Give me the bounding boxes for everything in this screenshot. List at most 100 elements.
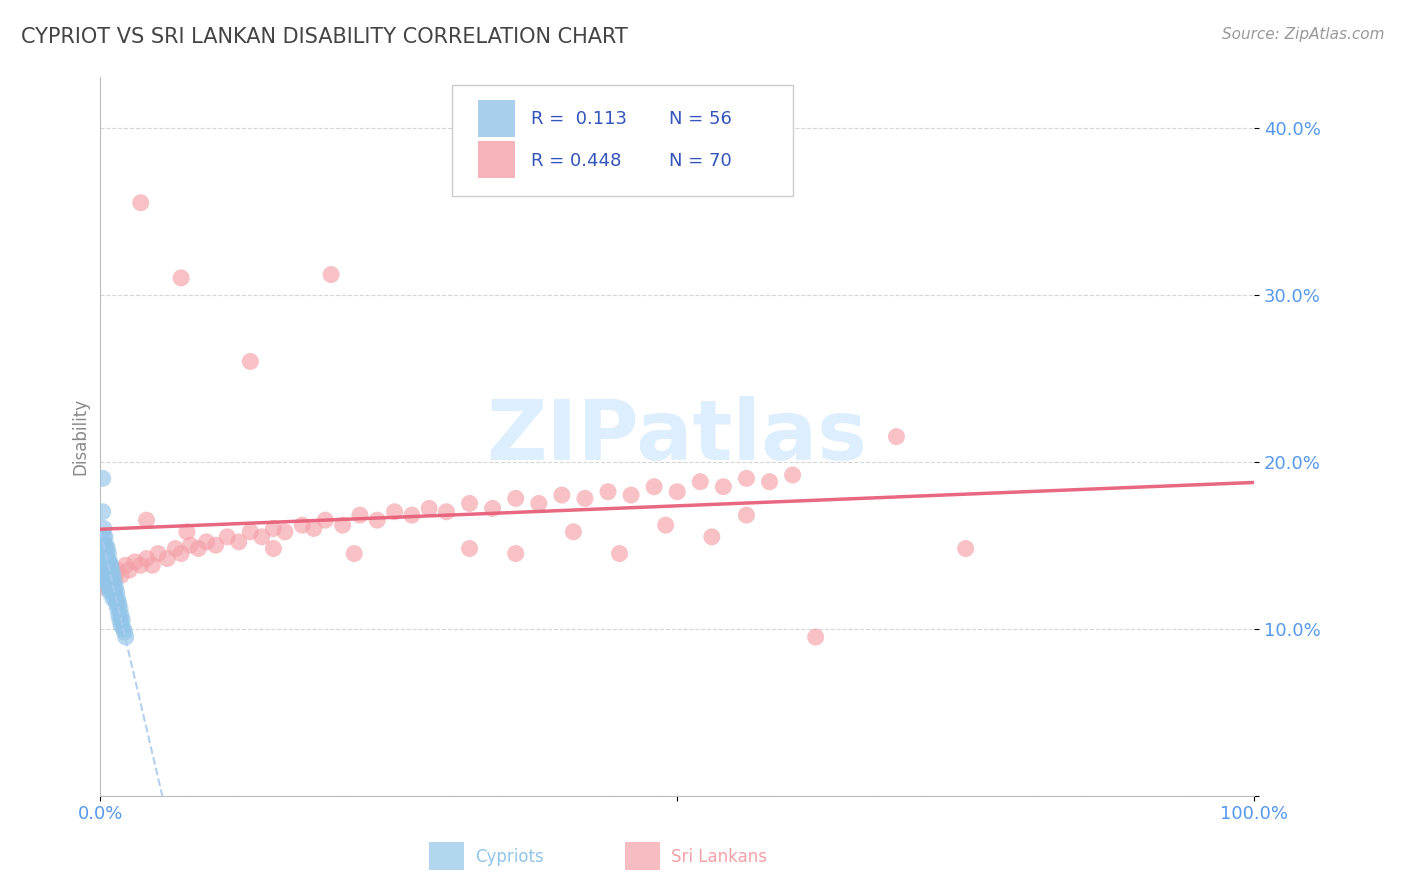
Point: [101, 563, 124, 577]
Point: [110, 618, 132, 632]
Point: [302, 521, 325, 535]
Point: [458, 496, 481, 510]
Point: [94, 547, 117, 561]
Point: [110, 608, 132, 623]
Point: [187, 541, 209, 556]
Point: [91, 547, 114, 561]
Point: [98, 574, 121, 589]
Text: Source: ZipAtlas.com: Source: ZipAtlas.com: [1222, 27, 1385, 42]
Point: [93, 572, 115, 586]
Point: [141, 558, 163, 573]
Point: [804, 630, 827, 644]
Bar: [429, 842, 464, 870]
Point: [332, 518, 354, 533]
Point: [505, 547, 527, 561]
Point: [94, 551, 117, 566]
Point: [527, 496, 550, 510]
Point: [758, 475, 780, 489]
Point: [93, 521, 115, 535]
Point: [228, 534, 250, 549]
Point: [643, 480, 665, 494]
Point: [735, 508, 758, 522]
Point: [204, 538, 226, 552]
Point: [105, 585, 128, 599]
Point: [94, 541, 117, 556]
Point: [97, 572, 120, 586]
Point: [176, 524, 198, 539]
Point: [596, 484, 619, 499]
Point: [100, 558, 122, 573]
Point: [562, 524, 585, 539]
Point: [93, 580, 115, 594]
Text: N = 56: N = 56: [669, 110, 733, 128]
Point: [711, 480, 734, 494]
Point: [96, 574, 118, 589]
Point: [104, 580, 127, 594]
Point: [100, 568, 122, 582]
Point: [314, 513, 336, 527]
Text: CYPRIOT VS SRI LANKAN DISABILITY CORRELATION CHART: CYPRIOT VS SRI LANKAN DISABILITY CORRELA…: [21, 27, 628, 46]
Point: [97, 555, 120, 569]
Point: [98, 555, 121, 569]
Point: [195, 534, 218, 549]
Point: [654, 518, 676, 533]
Point: [401, 508, 423, 522]
Point: [574, 491, 596, 506]
Text: R = 0.448: R = 0.448: [530, 153, 621, 170]
Point: [114, 558, 136, 573]
Point: [146, 547, 169, 561]
Point: [97, 547, 120, 561]
Point: [94, 563, 117, 577]
Point: [620, 488, 643, 502]
Point: [551, 488, 574, 502]
Point: [129, 558, 152, 573]
Point: [239, 354, 262, 368]
Point: [101, 568, 124, 582]
Point: [101, 568, 124, 582]
Point: [114, 630, 136, 644]
Point: [94, 530, 117, 544]
Point: [101, 585, 124, 599]
Point: [111, 613, 134, 627]
Point: [94, 563, 117, 577]
Point: [124, 555, 146, 569]
Text: N = 70: N = 70: [669, 153, 733, 170]
Point: [955, 541, 977, 556]
Point: [101, 591, 124, 606]
Point: [118, 563, 141, 577]
Point: [262, 541, 284, 556]
Point: [165, 541, 187, 556]
Point: [98, 585, 121, 599]
Point: [97, 580, 120, 594]
Point: [156, 551, 179, 566]
Point: [384, 505, 406, 519]
Point: [96, 561, 118, 575]
FancyBboxPatch shape: [453, 85, 793, 196]
Point: [96, 551, 118, 566]
Point: [107, 601, 129, 615]
Point: [96, 541, 118, 556]
Point: [94, 574, 117, 589]
Point: [505, 491, 527, 506]
Bar: [478, 141, 515, 178]
Point: [418, 501, 440, 516]
Point: [107, 563, 129, 577]
Point: [93, 538, 115, 552]
Point: [170, 271, 193, 285]
Point: [319, 268, 342, 282]
Point: [104, 591, 127, 606]
Point: [103, 585, 125, 599]
Text: Cypriots: Cypriots: [475, 847, 544, 866]
Y-axis label: Disability: Disability: [72, 398, 89, 475]
Point: [105, 597, 128, 611]
Point: [103, 572, 125, 586]
Point: [101, 572, 124, 586]
Point: [112, 622, 135, 636]
Point: [108, 597, 131, 611]
Point: [217, 530, 239, 544]
Point: [93, 547, 115, 561]
Point: [349, 508, 371, 522]
Point: [108, 601, 131, 615]
Point: [886, 429, 908, 443]
Point: [343, 547, 366, 561]
